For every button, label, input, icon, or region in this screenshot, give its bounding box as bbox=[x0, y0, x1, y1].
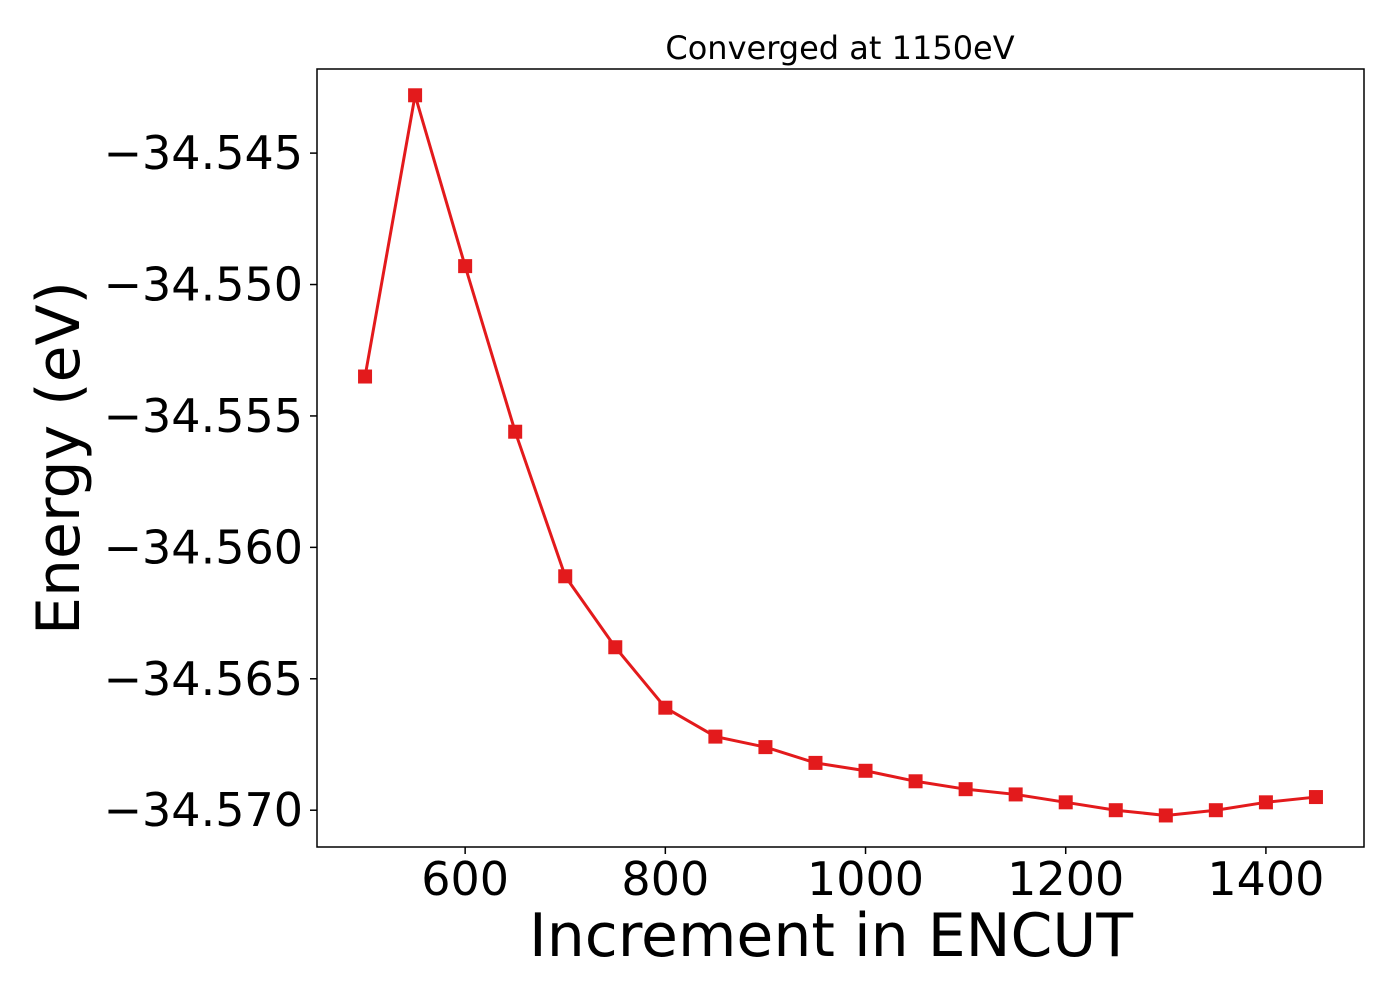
y-axis-ticks: −34.545 −34.550 −34.555 −34.560 −34.565 −34.5… bbox=[104, 126, 317, 837]
data-point-marker bbox=[508, 424, 523, 439]
chart-title: Converged at 1150eV bbox=[665, 29, 1014, 67]
y-tick-label: −34.560 bbox=[104, 520, 304, 574]
x-tick-label: 800 bbox=[621, 852, 709, 906]
data-point-marker bbox=[1108, 803, 1123, 818]
y-tick-label: −34.555 bbox=[104, 389, 304, 443]
data-point-marker bbox=[858, 763, 873, 778]
x-tick-label: 600 bbox=[421, 852, 509, 906]
data-point-marker bbox=[1058, 795, 1073, 810]
data-point-marker bbox=[1008, 787, 1023, 802]
y-tick-label: −34.565 bbox=[104, 652, 304, 706]
data-point-marker bbox=[758, 740, 773, 755]
data-point-marker bbox=[1208, 803, 1223, 818]
data-point-marker bbox=[458, 259, 473, 274]
x-axis-label: Increment in ENCUT bbox=[529, 901, 1133, 971]
data-point-marker bbox=[558, 569, 573, 584]
data-point-marker bbox=[708, 729, 723, 744]
data-point-marker bbox=[958, 782, 973, 797]
data-point-marker bbox=[1158, 808, 1173, 823]
data-point-marker bbox=[358, 369, 373, 384]
data-point-marker bbox=[658, 700, 673, 715]
data-point-marker bbox=[908, 774, 923, 789]
y-axis-label: Energy (eV) bbox=[24, 281, 94, 635]
data-point-marker bbox=[408, 88, 423, 103]
data-point-marker bbox=[808, 755, 823, 770]
x-axis-ticks: 600 800 1000 1200 1400 bbox=[421, 847, 1324, 906]
y-tick-label: −34.545 bbox=[104, 126, 304, 180]
data-point-marker bbox=[608, 640, 623, 655]
energy-series-line bbox=[363, 94, 1317, 817]
y-tick-label: −34.550 bbox=[104, 258, 304, 312]
x-tick-label: 1400 bbox=[1207, 852, 1324, 906]
data-point-marker bbox=[1308, 790, 1323, 805]
x-tick-label: 1000 bbox=[807, 852, 924, 906]
x-tick-label: 1200 bbox=[1007, 852, 1124, 906]
plot-frame bbox=[316, 68, 1365, 848]
energy-series-markers bbox=[358, 88, 1323, 823]
y-tick-label: −34.570 bbox=[104, 783, 304, 837]
data-point-marker bbox=[1258, 795, 1273, 810]
